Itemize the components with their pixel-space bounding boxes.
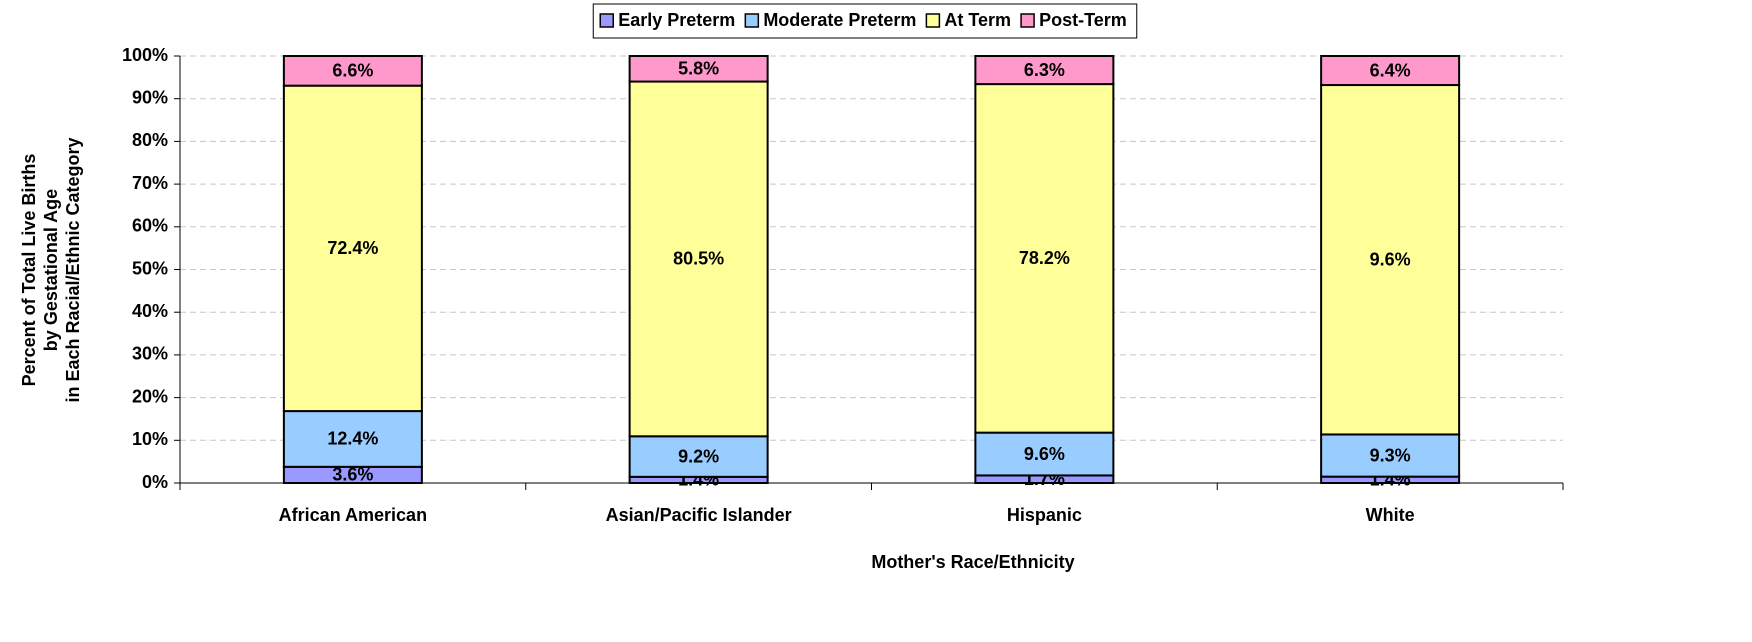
y-tick-label: 90% (132, 87, 168, 107)
bar-segment (282, 55, 423, 87)
y-tick-label: 80% (132, 130, 168, 150)
x-axis-title: Mother's Race/Ethnicity (871, 552, 1074, 572)
legend-label: Moderate Preterm (763, 10, 916, 30)
y-tick-label: 0% (142, 472, 168, 492)
bar-segment (1320, 55, 1461, 87)
y-axis-title-line: Percent of Total Live Births (19, 154, 39, 387)
bar-segment (1320, 433, 1461, 478)
data-label: 3.6% (332, 465, 373, 485)
data-label: 9.3% (1370, 445, 1411, 465)
data-label: 9.2% (678, 446, 719, 466)
x-tick-label: White (1366, 505, 1415, 525)
y-tick-label: 10% (132, 429, 168, 449)
bar-segment (974, 55, 1115, 86)
bar-segment (974, 431, 1115, 477)
y-tick-label: 50% (132, 258, 168, 278)
y-axis-title: Percent of Total Live Births by Gestatio… (19, 137, 83, 402)
y-tick-label: 40% (132, 301, 168, 321)
x-tick-label: African American (279, 505, 427, 525)
bar-segment (628, 80, 769, 438)
y-tick-label: 70% (132, 173, 168, 193)
bar-segment (974, 83, 1115, 434)
legend-swatch (744, 13, 760, 28)
x-tick-label: Asian/Pacific Islander (606, 505, 792, 525)
data-label: 5.8% (678, 59, 719, 79)
legend: Early Preterm Moderate Preterm At Term Post… (592, 3, 1138, 39)
bar-segment (628, 55, 769, 83)
data-label: 9.6% (1024, 444, 1065, 464)
y-tick-label: 20% (132, 386, 168, 406)
y-axis-title-line: by Gestational Age (41, 189, 61, 351)
legend-label: Early Preterm (618, 10, 735, 30)
data-label: 80.5% (673, 249, 724, 269)
legend-label: At Term (944, 10, 1011, 30)
data-label: 6.3% (1024, 60, 1065, 80)
data-label: 6.4% (1370, 60, 1411, 80)
legend-label: Post-Term (1039, 10, 1127, 30)
x-tick-label: Hispanic (1007, 505, 1082, 525)
y-tick-label: 30% (132, 344, 168, 364)
bar-segment (1320, 84, 1461, 436)
data-label: 12.4% (327, 429, 378, 449)
data-label: 6.6% (332, 61, 373, 81)
legend-swatch (1020, 13, 1035, 28)
bar-segment (628, 435, 769, 478)
data-label: 72.4% (327, 238, 378, 258)
y-tick-label: 100% (122, 45, 168, 65)
legend-swatch (925, 13, 941, 28)
data-label: 78.2% (1019, 248, 1070, 268)
y-axis-title-line: in Each Racial/Ethnic Category (63, 137, 83, 402)
y-tick-label: 60% (132, 216, 168, 236)
data-label: 9.6% (1370, 249, 1411, 269)
legend-box (592, 3, 1138, 39)
bar-segment (282, 84, 423, 413)
legend-swatch (599, 13, 614, 28)
